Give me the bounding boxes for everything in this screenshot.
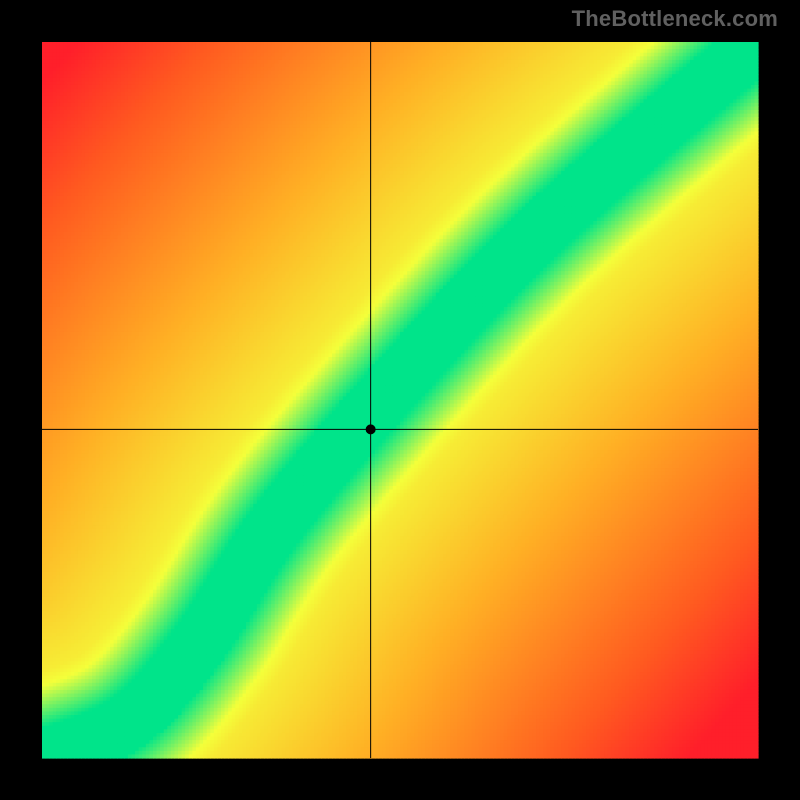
crosshair-marker bbox=[366, 424, 376, 434]
bottleneck-heatmap bbox=[0, 0, 800, 800]
watermark-label: TheBottleneck.com bbox=[572, 6, 778, 32]
heatmap-cells bbox=[42, 42, 759, 759]
plot-area bbox=[42, 42, 759, 759]
